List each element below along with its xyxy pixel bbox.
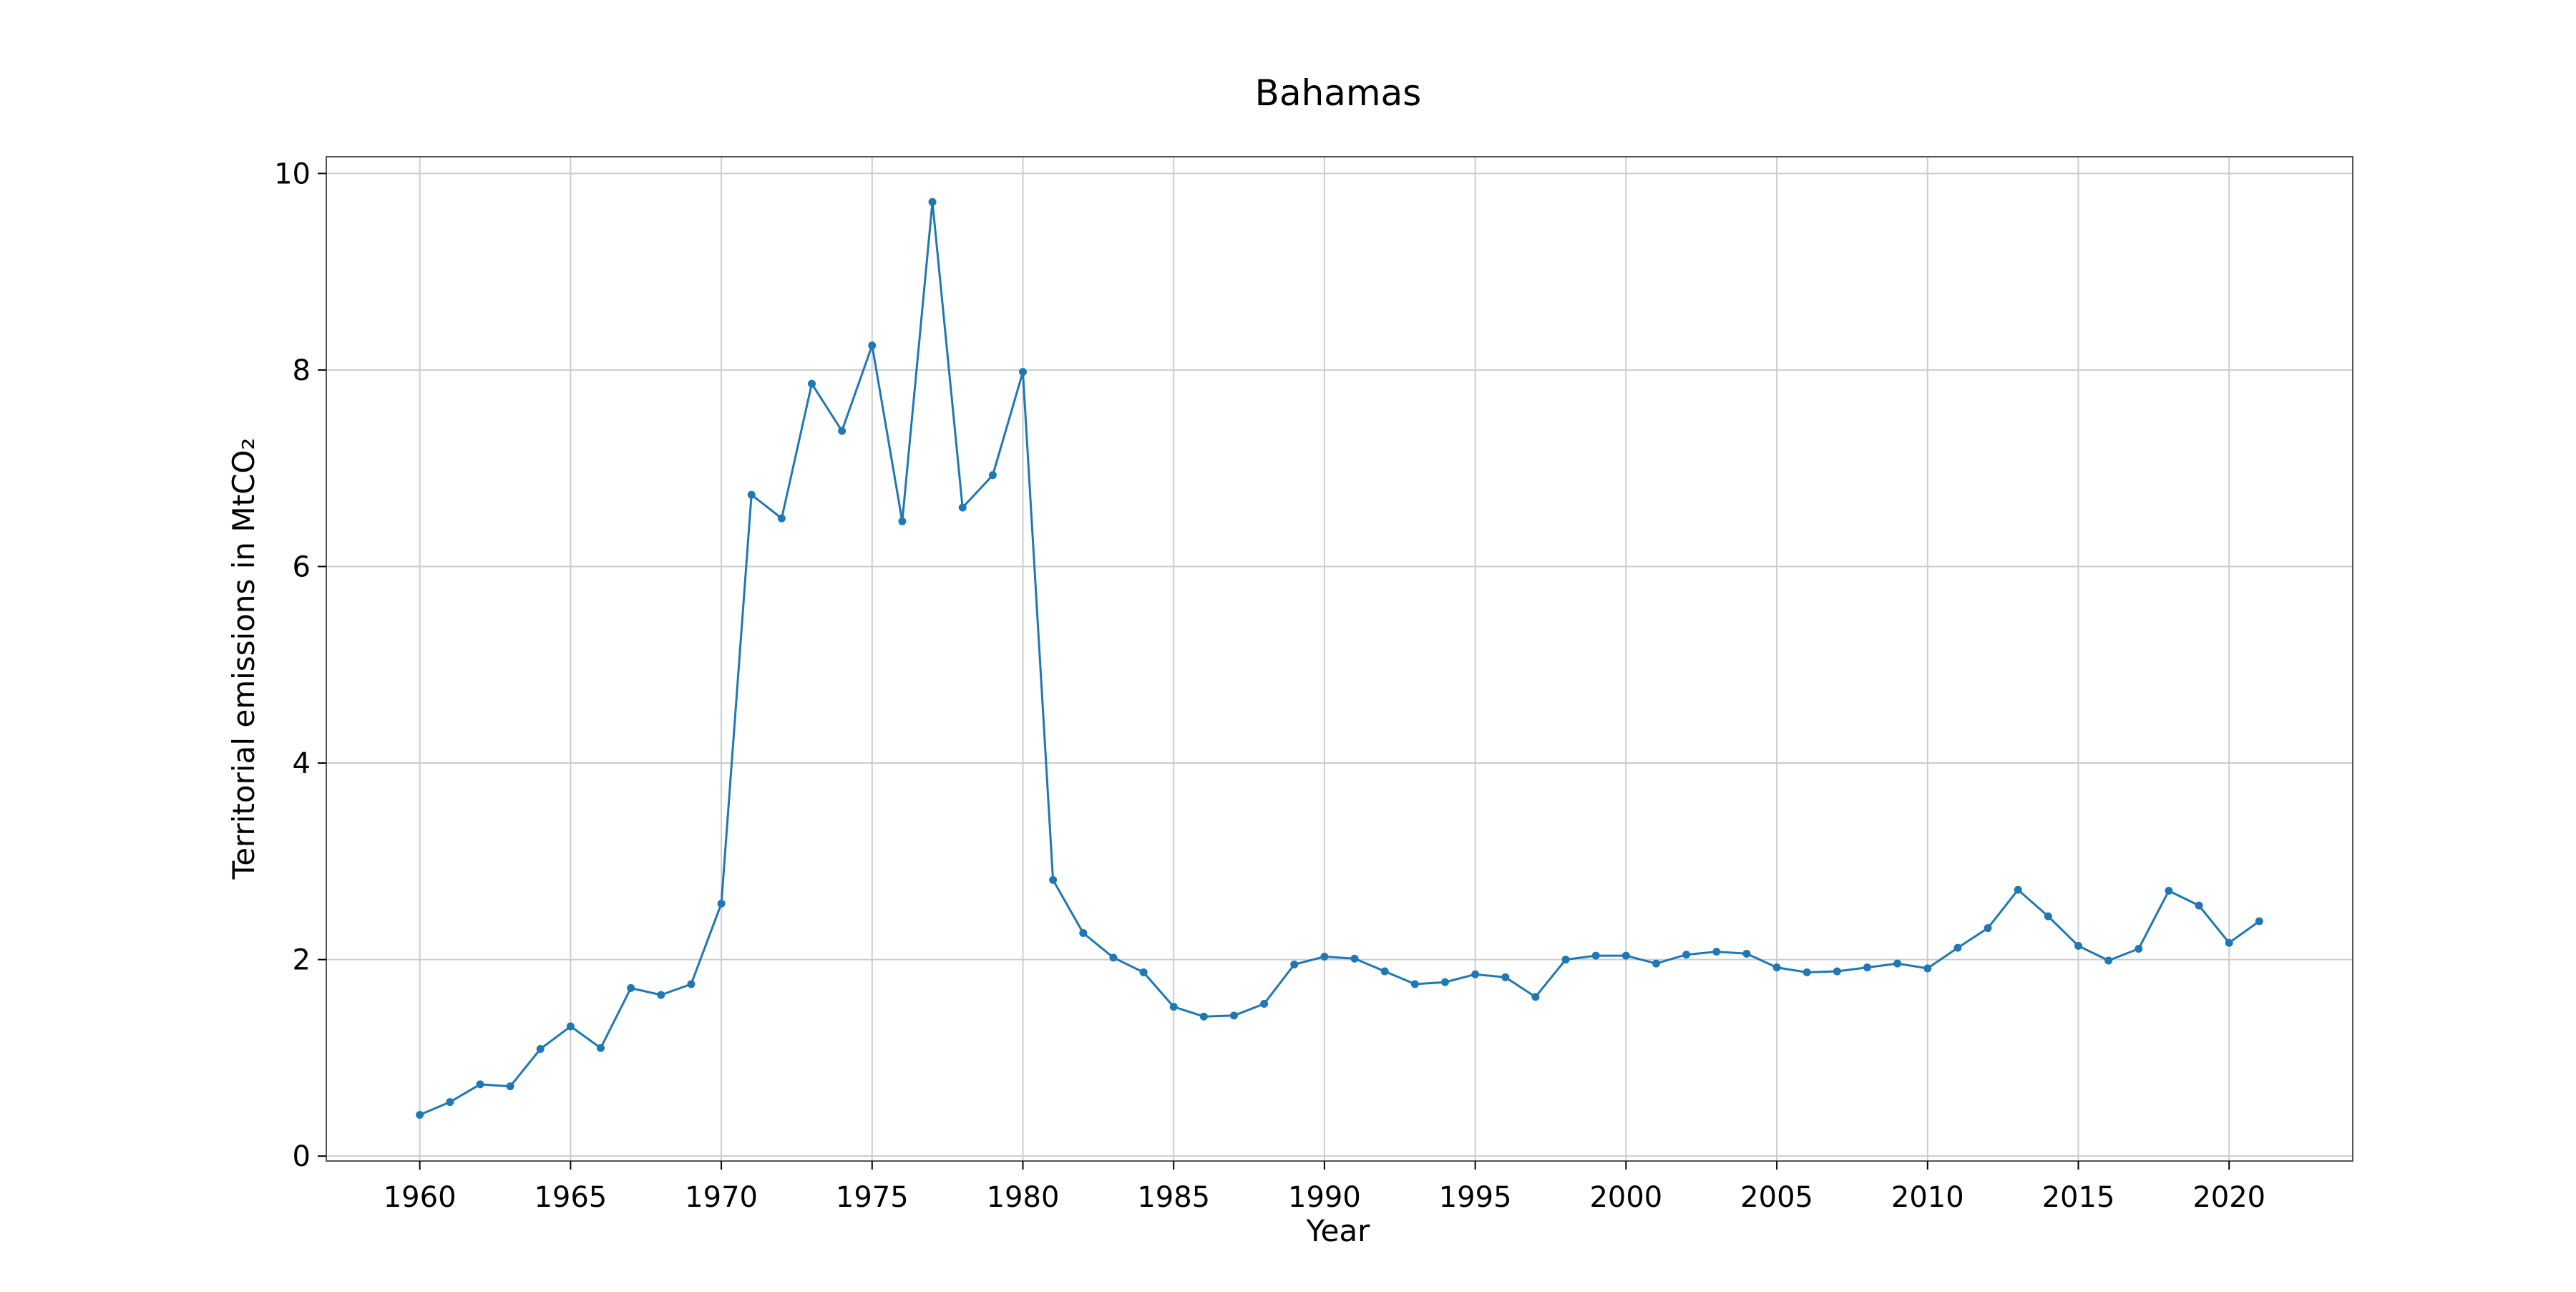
data-point <box>476 1080 484 1089</box>
data-point <box>777 514 786 523</box>
x-axis-title: Year <box>1306 1213 1371 1248</box>
data-point <box>1984 924 1992 933</box>
data-point <box>1591 951 1600 960</box>
data-point <box>1199 1012 1208 1021</box>
data-point <box>2104 956 2113 965</box>
data-point <box>1712 948 1721 956</box>
y-tick-label: 6 <box>293 550 311 583</box>
x-tick-label: 2005 <box>1740 1181 1813 1214</box>
data-point <box>536 1045 545 1054</box>
data-point <box>1652 959 1660 968</box>
data-point <box>1260 999 1269 1008</box>
data-point <box>1682 951 1691 959</box>
data-point <box>1923 964 1932 973</box>
y-tick-label: 8 <box>293 354 311 387</box>
data-point <box>808 379 816 388</box>
y-tick-label: 4 <box>293 747 311 780</box>
data-point <box>2225 938 2233 947</box>
data-point <box>868 341 877 350</box>
data-point <box>1109 953 1118 962</box>
x-tick-label: 1990 <box>1288 1181 1361 1214</box>
data-point <box>1742 949 1751 958</box>
data-point <box>2135 944 2143 953</box>
data-point <box>657 991 665 999</box>
data-point <box>446 1098 454 1107</box>
x-tick-label: 1960 <box>384 1181 457 1214</box>
data-point <box>1290 960 1299 968</box>
data-point <box>1772 963 1781 972</box>
data-point <box>1802 968 1811 976</box>
x-tick-label: 2010 <box>1891 1181 1964 1214</box>
data-point <box>958 503 967 512</box>
data-point <box>416 1110 424 1119</box>
data-point <box>1833 967 1841 976</box>
data-point <box>687 980 696 989</box>
data-point <box>1079 929 1088 938</box>
data-point <box>1410 980 1419 989</box>
data-point <box>1139 968 1148 976</box>
data-point <box>1049 875 1058 884</box>
y-tick-label: 0 <box>293 1140 311 1173</box>
data-point <box>2074 941 2082 950</box>
data-point <box>747 490 756 499</box>
x-tick-label: 2015 <box>2042 1181 2115 1214</box>
data-point <box>1893 959 1902 968</box>
data-point <box>838 427 847 435</box>
y-axis-title: Territorial emissions in MtCO₂ <box>226 438 261 880</box>
x-tick-label: 1985 <box>1137 1181 1210 1214</box>
data-point <box>1621 951 1630 960</box>
x-tick-label: 1995 <box>1439 1181 1512 1214</box>
data-point <box>1471 970 1480 978</box>
data-point <box>2165 886 2173 895</box>
data-point <box>1019 368 1027 377</box>
data-point <box>1350 954 1359 963</box>
data-point <box>928 198 937 206</box>
x-tick-label: 2000 <box>1589 1181 1662 1214</box>
data-point <box>1169 1002 1178 1011</box>
data-point <box>1863 963 1871 972</box>
data-point <box>597 1044 605 1052</box>
data-point <box>1531 993 1540 1001</box>
data-point <box>1953 943 1962 952</box>
x-tick-label: 1970 <box>685 1181 758 1214</box>
plot-area <box>326 156 2353 1162</box>
data-point <box>566 1022 575 1031</box>
data-point <box>506 1082 514 1091</box>
y-tick-label: 2 <box>293 944 311 977</box>
data-point <box>1230 1011 1238 1020</box>
x-tick-label: 2020 <box>2192 1181 2265 1214</box>
data-point <box>1380 967 1389 976</box>
data-point <box>1320 952 1329 961</box>
series-layer <box>416 198 2263 1119</box>
chart-title: Bahamas <box>1255 72 1422 114</box>
data-point <box>2195 901 2203 910</box>
data-point <box>2014 885 2022 894</box>
data-point <box>717 899 726 908</box>
x-tick-label: 1980 <box>987 1181 1060 1214</box>
data-point <box>2255 917 2263 926</box>
data-point <box>1561 956 1570 964</box>
data-point <box>2044 912 2052 921</box>
data-point <box>1501 973 1510 981</box>
data-point <box>898 517 907 525</box>
x-tick-label: 1965 <box>534 1181 607 1214</box>
data-point <box>988 471 997 480</box>
data-point <box>1441 978 1449 986</box>
y-tick-label: 10 <box>274 157 311 190</box>
data-point <box>627 983 635 992</box>
x-tick-label: 1975 <box>836 1181 909 1214</box>
series-line <box>419 200 2260 1116</box>
grid-lines <box>326 157 2353 1161</box>
axis-ticks: 1960 1965 1970 1975 1980 1985 1990 1995 2000 2005… <box>274 157 2265 1214</box>
